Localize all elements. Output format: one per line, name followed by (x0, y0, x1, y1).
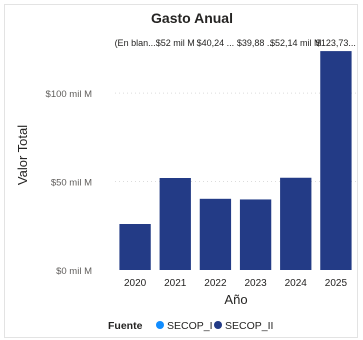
data-label: $52,14 mil M (270, 38, 322, 48)
data-label: $40,24 ... (197, 38, 235, 48)
gridlines (115, 93, 356, 181)
data-label: $39,88 ... (237, 38, 275, 48)
bar (320, 51, 351, 270)
x-tick-label: 2023 (244, 278, 267, 289)
y-axis-label: Valor Total (15, 125, 30, 185)
data-label: (En blan... (115, 38, 156, 48)
data-label: $52 mil M (156, 38, 195, 48)
bar (280, 178, 311, 270)
x-axis-ticks: 2020 2021 2022 2023 2024 2025 (124, 278, 348, 289)
x-tick-label: 2025 (325, 278, 348, 289)
y-axis-ticks: $0 mil M $50 mil M $100 mil M (46, 89, 93, 277)
legend-marker (156, 321, 164, 329)
legend-title: Fuente (108, 320, 143, 332)
x-tick-label: 2022 (204, 278, 227, 289)
bar (160, 178, 191, 270)
data-label: $123,73... (316, 38, 356, 48)
legend-item-label: SECOP_I (167, 320, 213, 332)
bar (200, 199, 231, 270)
legend-item-label: SECOP_II (225, 320, 273, 332)
chart-title: Gasto Anual (151, 10, 233, 26)
y-tick-label: $50 mil M (51, 178, 92, 189)
bar (119, 224, 150, 270)
x-tick-label: 2024 (285, 278, 308, 289)
bar (240, 199, 271, 270)
y-tick-label: $100 mil M (46, 89, 93, 100)
x-axis-label: Año (224, 292, 247, 307)
data-labels: (En blan... $52 mil M $40,24 ... $39,88 ...… (115, 38, 356, 48)
legend: Fuente SECOP_I SECOP_II (108, 320, 273, 332)
x-tick-label: 2020 (124, 278, 147, 289)
x-tick-label: 2021 (164, 278, 187, 289)
legend-marker (214, 321, 222, 329)
bars (119, 51, 351, 270)
y-tick-label: $0 mil M (56, 266, 92, 277)
